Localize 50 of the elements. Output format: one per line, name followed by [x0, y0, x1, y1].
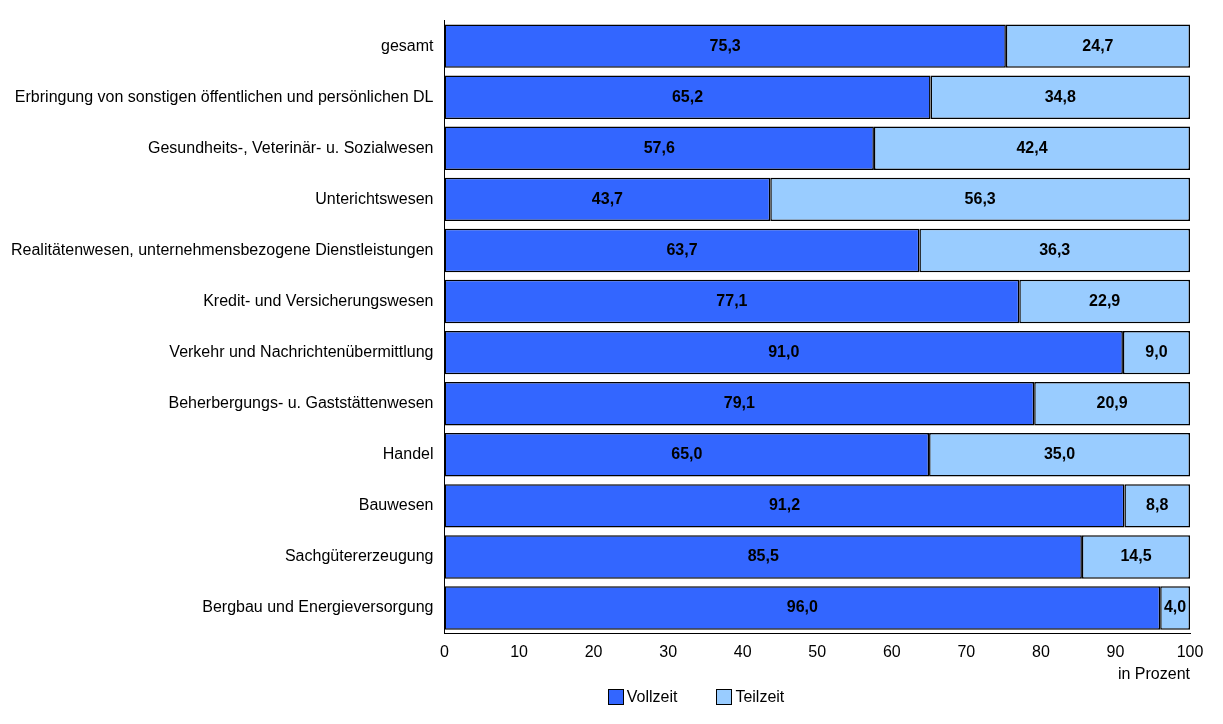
data-label: 14,5: [1120, 547, 1152, 565]
data-label: 36,3: [1039, 240, 1071, 258]
data-label: 65,0: [671, 445, 703, 463]
data-label: 63,7: [666, 240, 698, 258]
x-tick-label: 100: [1176, 642, 1204, 660]
y-tick-label: Unterichtswesen: [315, 189, 434, 207]
data-label: 8,8: [1146, 496, 1169, 514]
data-label: 91,2: [768, 496, 801, 514]
x-tick-label: 80: [1032, 642, 1050, 660]
y-tick-label: Bergbau und Energieversorgung: [202, 598, 434, 616]
x-tick-label: 30: [659, 642, 678, 660]
data-label: 77,1: [716, 291, 748, 309]
data-label: 42,4: [1016, 138, 1048, 156]
y-tick-label: Handel: [382, 445, 434, 463]
x-tick-label: 60: [882, 642, 901, 660]
data-label: 79,1: [723, 394, 756, 412]
data-label: 85,5: [747, 547, 779, 565]
data-label: 96,0: [786, 598, 819, 616]
data-label: 91,0: [768, 343, 800, 361]
y-tick-label: Verkehr und Nachrichtenübermittlung: [169, 343, 434, 361]
x-tick-label: 0: [440, 642, 450, 660]
data-label: 75,3: [709, 36, 741, 54]
y-tick-label: Erbringung von sonstigen öffentlichen und persönlichen DL: [14, 87, 434, 105]
data-label: 34,8: [1044, 87, 1076, 105]
y-tick-label: Bauwesen: [358, 496, 434, 514]
data-label: 24,7: [1082, 36, 1114, 54]
data-label: 4,0: [1163, 598, 1187, 616]
x-tick-label: 70: [957, 642, 976, 660]
data-label: 65,2: [671, 87, 704, 105]
y-tick-label: Sachgütererzeugung: [284, 547, 434, 565]
legend-label: Teilzeit: [735, 688, 785, 706]
y-tick-label: Realitätenwesen, unternehmensbezogene Dienstleistungen: [10, 240, 434, 258]
data-label: 57,6: [643, 138, 675, 156]
legend-label: Vollzeit: [626, 688, 678, 706]
y-tick-label: Beherbergungs- u. Gaststättenwesen: [168, 394, 434, 412]
x-tick-label: 10: [510, 642, 529, 660]
x-tick-label: 50: [808, 642, 827, 660]
x-tick-label: 40: [733, 642, 752, 660]
data-label: 20,9: [1096, 394, 1128, 412]
x-tick-label: 20: [584, 642, 603, 660]
data-label: 43,7: [591, 189, 624, 207]
data-label: 9,0: [1145, 343, 1168, 361]
data-label: 22,9: [1089, 291, 1121, 309]
y-tick-label: Gesundheits-, Veterinär- u. Sozialwesen: [148, 138, 434, 156]
y-tick-label: gesamt: [381, 36, 435, 54]
data-label: 56,3: [964, 189, 996, 207]
x-tick-label: 90: [1106, 642, 1125, 660]
y-tick-label: Kredit- und Versicherungswesen: [203, 291, 434, 309]
data-label: 35,0: [1043, 445, 1076, 463]
x-axis-title: in Prozent: [1117, 664, 1191, 682]
